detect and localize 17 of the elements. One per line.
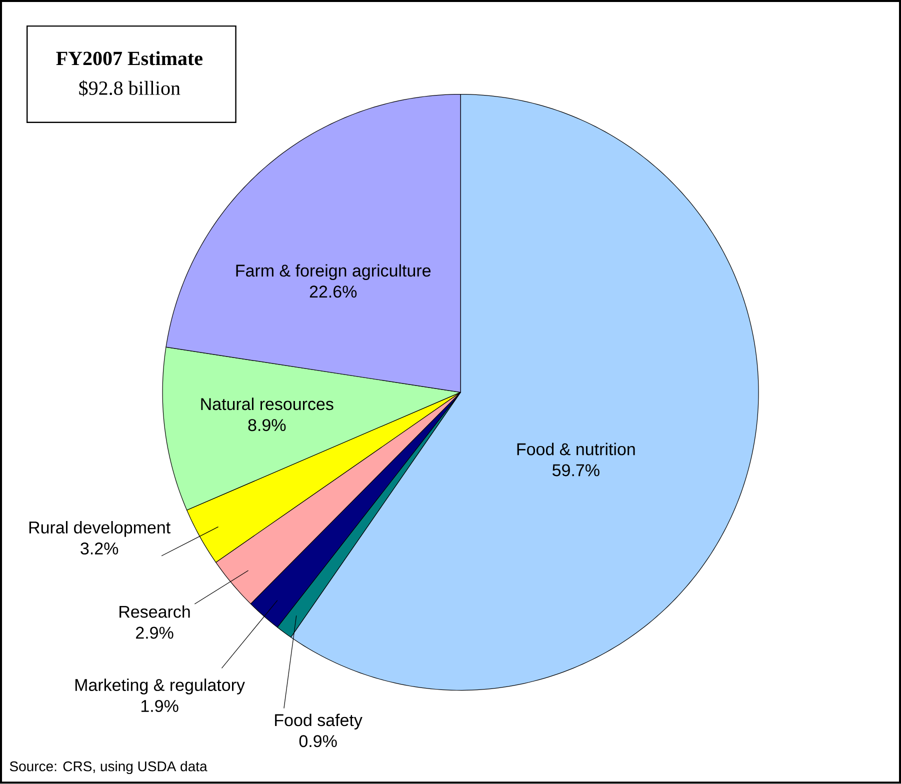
data-label: 8.9% xyxy=(248,419,286,432)
slice-label: Food safety xyxy=(275,714,362,730)
data-label: 59.7% xyxy=(552,464,600,476)
data-label: 3.2% xyxy=(80,542,118,555)
slice-label: Farm & foreign agriculture xyxy=(236,264,431,280)
data-label: 22.6% xyxy=(310,286,357,298)
source-note: Source: CRS, using USDA data xyxy=(10,761,208,774)
slice-label: Food & nutrition xyxy=(517,442,635,456)
slice-label: Research xyxy=(120,606,190,618)
slice-label: Rural development xyxy=(29,521,170,538)
data-label: 2.9% xyxy=(136,626,174,639)
slice-label: Natural resources xyxy=(201,398,334,410)
slice-label: Marketing & regulatory xyxy=(75,678,245,695)
chart-title: FY2007 Estimate xyxy=(56,51,202,66)
data-label: 0.9% xyxy=(299,735,337,748)
chart-subtitle: $92.8 billion xyxy=(79,80,180,96)
data-label: 1.9% xyxy=(141,700,178,712)
